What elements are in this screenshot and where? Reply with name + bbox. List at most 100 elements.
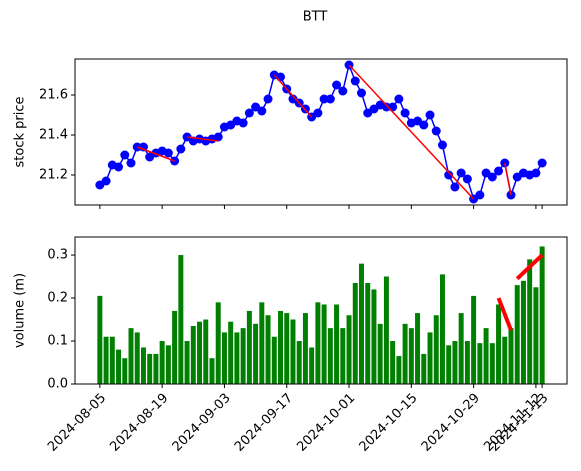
bar	[334, 304, 340, 384]
bar	[421, 353, 427, 384]
bar	[184, 341, 190, 384]
y-tick-label: 21.4	[39, 128, 68, 143]
bar	[97, 295, 103, 384]
bar	[458, 313, 464, 384]
bar	[246, 310, 252, 384]
bar	[402, 323, 408, 384]
bar	[383, 276, 389, 384]
bar	[489, 343, 495, 384]
bar	[471, 295, 477, 384]
price-marker	[276, 72, 286, 82]
bar	[371, 289, 377, 384]
price-marker	[213, 132, 223, 142]
bar	[352, 282, 358, 384]
bar	[197, 321, 203, 384]
trend-line	[496, 297, 513, 331]
price-marker	[444, 170, 454, 180]
price-marker	[319, 94, 329, 104]
bar	[527, 259, 533, 384]
price-marker	[338, 86, 348, 96]
y-tick-label: 0.2	[47, 291, 68, 306]
price-marker	[263, 94, 273, 104]
bar	[496, 304, 502, 384]
bar	[439, 274, 445, 384]
price-marker	[537, 158, 547, 168]
axes-frame	[74, 58, 568, 206]
y-tick-label: 21.2	[39, 168, 68, 183]
price-marker	[456, 168, 466, 178]
bar	[502, 336, 508, 384]
bar	[203, 319, 209, 384]
bar	[427, 332, 433, 384]
bar	[508, 328, 514, 384]
price-marker	[394, 94, 404, 104]
price-marker	[101, 176, 111, 186]
bar	[539, 246, 545, 384]
bar	[433, 315, 439, 384]
price-line	[99, 62, 543, 201]
price-marker	[350, 76, 360, 86]
bar	[265, 315, 271, 384]
x-tick-label: 2024-09-17	[232, 391, 296, 455]
bar	[172, 310, 178, 384]
trend-line	[186, 136, 219, 142]
bar	[302, 313, 308, 384]
x-tick-label: 2024-09-03	[170, 391, 234, 455]
axes-frame	[74, 236, 568, 385]
price-marker	[356, 88, 366, 98]
bar	[259, 302, 265, 384]
price-marker	[332, 80, 342, 90]
bar	[122, 358, 128, 384]
bar	[178, 255, 184, 384]
x-tick-label: 2024-10-29	[419, 391, 483, 455]
price-marker	[120, 150, 130, 160]
y-tick-label: 0.1	[47, 334, 68, 349]
bar	[446, 345, 452, 384]
bar	[278, 310, 284, 384]
bar	[116, 349, 122, 384]
x-tick-label: 2024-11-13	[487, 391, 551, 455]
chart-title: BTT	[303, 10, 328, 25]
bar	[153, 353, 159, 384]
bar	[365, 282, 371, 384]
y-tick-label: 0.3	[47, 248, 68, 263]
bar	[290, 319, 296, 384]
bar	[477, 343, 483, 384]
bar	[321, 304, 327, 384]
bar	[128, 328, 134, 384]
bar	[103, 336, 109, 384]
x-tick-label: 2024-10-01	[294, 391, 358, 455]
bar	[234, 332, 240, 384]
bar	[296, 341, 302, 384]
bar	[483, 328, 489, 384]
price-marker	[450, 182, 460, 192]
price-marker	[431, 126, 441, 136]
bar	[284, 313, 290, 384]
price-marker	[531, 168, 541, 178]
trend-line	[273, 74, 313, 118]
price-marker	[163, 148, 173, 158]
x-tick-label: 2024-10-15	[357, 391, 421, 455]
y-axis-label: stock price	[13, 97, 28, 168]
bar	[415, 313, 421, 384]
bar	[340, 328, 346, 384]
bar	[452, 341, 458, 384]
bar	[396, 356, 402, 384]
bar	[240, 328, 246, 384]
trend-line	[348, 64, 475, 200]
bar	[228, 321, 234, 384]
price-marker	[475, 190, 485, 200]
price-marker	[114, 162, 124, 172]
bar	[209, 358, 215, 384]
bar	[215, 302, 221, 384]
price-marker	[425, 110, 435, 120]
bar	[514, 285, 520, 384]
bar	[520, 280, 526, 384]
price-marker	[487, 172, 497, 182]
trend-line	[515, 253, 544, 281]
bar	[147, 353, 153, 384]
bar	[346, 315, 352, 384]
price-marker	[381, 102, 391, 112]
